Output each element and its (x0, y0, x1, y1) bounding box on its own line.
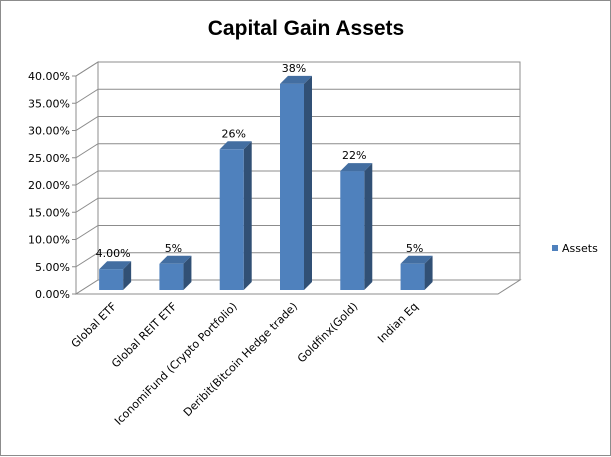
bar-side (304, 75, 312, 291)
bar-side (123, 261, 132, 290)
x-category-label: Deribit(Bitcoin Hedge trade) (181, 300, 300, 419)
bar-front (99, 269, 124, 290)
bar-side (364, 163, 373, 290)
x-category-label: Goldfinx(Gold) (295, 300, 360, 365)
bar-side (183, 255, 192, 290)
bar-2 (159, 255, 192, 290)
x-category-label: Global REIT ETF (109, 300, 179, 370)
y-tick-label: 5.00% (35, 261, 70, 274)
bar-top (280, 75, 312, 84)
gridlines (72, 61, 520, 295)
data-label: 38% (282, 62, 306, 75)
bar-3 (219, 141, 252, 290)
gridline (75, 88, 520, 104)
bar-front (219, 149, 244, 290)
legend-label-assets: Assets (562, 242, 598, 255)
bar-5 (340, 163, 373, 290)
y-tick-label: 25.00% (28, 152, 70, 165)
bar-top (159, 255, 192, 264)
gridline (75, 116, 520, 131)
chart-title: Capital Gain Assets (208, 17, 404, 40)
bar-top (400, 255, 433, 264)
gridline (75, 225, 520, 240)
bar-4 (280, 75, 312, 291)
y-tick-label: 10.00% (28, 234, 70, 247)
data-label: 5% (406, 242, 423, 255)
data-label: 5% (165, 242, 182, 255)
data-label: 26% (221, 127, 245, 140)
bar-top (99, 261, 132, 270)
legend: Assets (552, 242, 598, 255)
gridline (75, 197, 520, 213)
bar-side (243, 141, 252, 290)
x-category-label: Indian Eq (375, 300, 421, 346)
bar-top (340, 163, 373, 172)
y-tick-label: 40.00% (28, 70, 70, 83)
data-label: 22% (342, 149, 366, 162)
gridline (75, 143, 520, 159)
bar-front (400, 263, 425, 290)
bar-front (340, 171, 365, 290)
gridline (75, 252, 520, 268)
y-tick-label: 35.00% (28, 97, 70, 110)
x-category-label: Global ETF (69, 300, 120, 351)
y-tick-label: 15.00% (28, 206, 70, 219)
legend-swatch-assets (552, 245, 558, 251)
gridline (75, 61, 520, 77)
data-label: 4.00% (96, 247, 131, 260)
bar-side (424, 255, 433, 290)
y-tick-label: 0.00% (35, 288, 70, 301)
x-category-label: IconomiFund (Crypto Portfolio) (112, 300, 240, 428)
y-tick-label: 20.00% (28, 179, 70, 192)
gridline (75, 170, 520, 186)
data-labels: 4.00% 5% 26% 38% 22% 5% (96, 62, 424, 260)
y-axis-tick-labels: 0.00% 5.00% 10.00% 15.00% 20.00% 25.00% 30.00%… (28, 70, 70, 301)
bar-front (159, 263, 184, 290)
y-tick-label: 30.00% (28, 125, 70, 138)
bar-6 (400, 255, 433, 290)
bars (99, 75, 433, 291)
bar-1 (99, 261, 132, 290)
bar-top (219, 141, 252, 150)
bar-front (280, 83, 304, 291)
